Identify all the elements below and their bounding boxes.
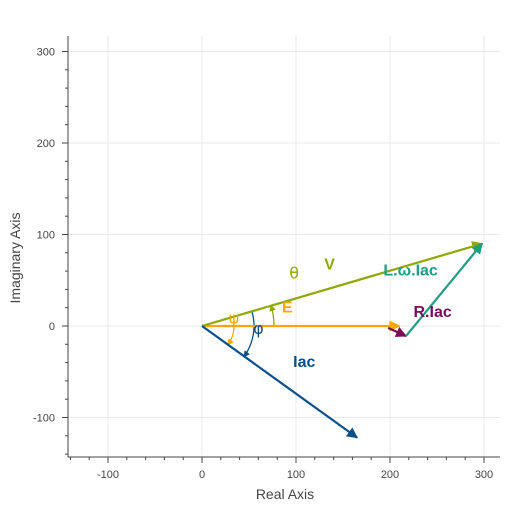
grid bbox=[68, 36, 500, 455]
vector-riac bbox=[387, 326, 407, 338]
angle-label-phi: φ bbox=[253, 319, 264, 338]
angle-label-psi: ψ bbox=[229, 308, 240, 327]
y-tick-label: 0 bbox=[49, 321, 55, 333]
phi-arc bbox=[243, 310, 255, 358]
vector-iac bbox=[201, 325, 358, 439]
x-axis-title: Real Axis bbox=[256, 486, 314, 502]
vector-v bbox=[201, 241, 484, 328]
x-tick-label: 0 bbox=[199, 469, 205, 481]
y-tick-label: 200 bbox=[37, 138, 55, 150]
y-tick-label: -100 bbox=[33, 413, 55, 425]
y-axis-title: Imaginary Axis bbox=[7, 212, 23, 303]
labels: E V Iac R.Iac L.ω.Iac θ ψφ bbox=[229, 256, 452, 371]
psi-arc bbox=[227, 325, 235, 346]
angle-label-theta: θ bbox=[289, 263, 299, 282]
vectors bbox=[201, 241, 484, 439]
y-tick-label: 100 bbox=[37, 230, 55, 242]
x-tick-label: 200 bbox=[381, 469, 399, 481]
vector-label-riac: R.Iac bbox=[414, 304, 452, 321]
vector-label-lwiac: L.ω.Iac bbox=[383, 263, 438, 280]
vector-lwiac bbox=[405, 242, 483, 337]
axes bbox=[62, 36, 500, 463]
vector-label-v: V bbox=[324, 256, 335, 273]
x-tick-label: 100 bbox=[287, 469, 305, 481]
vector-label-e: E bbox=[282, 299, 293, 316]
y-tick-label: 300 bbox=[37, 47, 55, 59]
vector-label-iac: Iac bbox=[293, 354, 315, 371]
x-tick-label: -100 bbox=[97, 469, 119, 481]
tick-labels: -100 0 100 200 300 -100 0 100 200 300 bbox=[33, 47, 493, 482]
x-tick-label: 300 bbox=[475, 469, 493, 481]
theta-arc bbox=[269, 304, 276, 327]
